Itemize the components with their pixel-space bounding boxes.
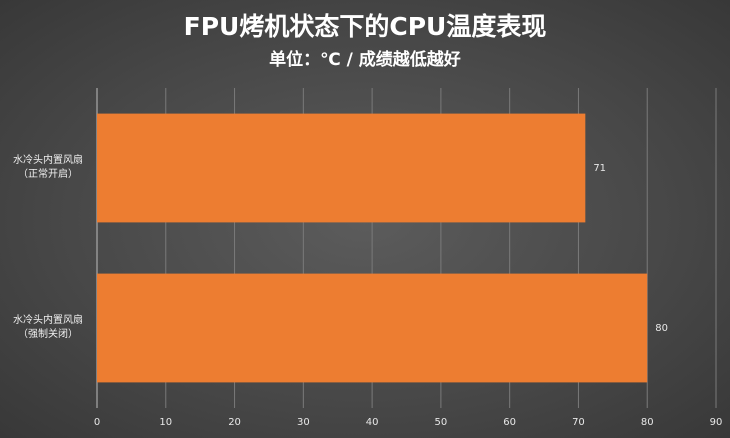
- x-tick-label: 40: [366, 417, 379, 428]
- data-label: 80: [655, 323, 668, 334]
- y-tick-label: 水冷头内置风扇 （正常开启）: [13, 155, 83, 180]
- x-tick-label: 0: [94, 417, 100, 428]
- bar: [97, 113, 586, 223]
- x-tick-label: 90: [710, 417, 723, 428]
- chart-title: FPU烤机状态下的CPU温度表现: [184, 12, 547, 41]
- x-tick-label: 10: [159, 417, 172, 428]
- data-label: 71: [593, 163, 606, 174]
- x-tick-label: 50: [435, 417, 448, 428]
- x-tick-label: 80: [641, 417, 654, 428]
- bar: [97, 273, 648, 383]
- chart-subtitle: 单位：℃ / 成绩越低越好: [269, 49, 461, 70]
- y-tick-label: 水冷头内置风扇 （强制关闭）: [13, 315, 83, 340]
- x-tick-label: 30: [297, 417, 310, 428]
- x-tick-label: 70: [572, 417, 585, 428]
- x-tick-label: 60: [503, 417, 516, 428]
- x-tick-label: 20: [228, 417, 241, 428]
